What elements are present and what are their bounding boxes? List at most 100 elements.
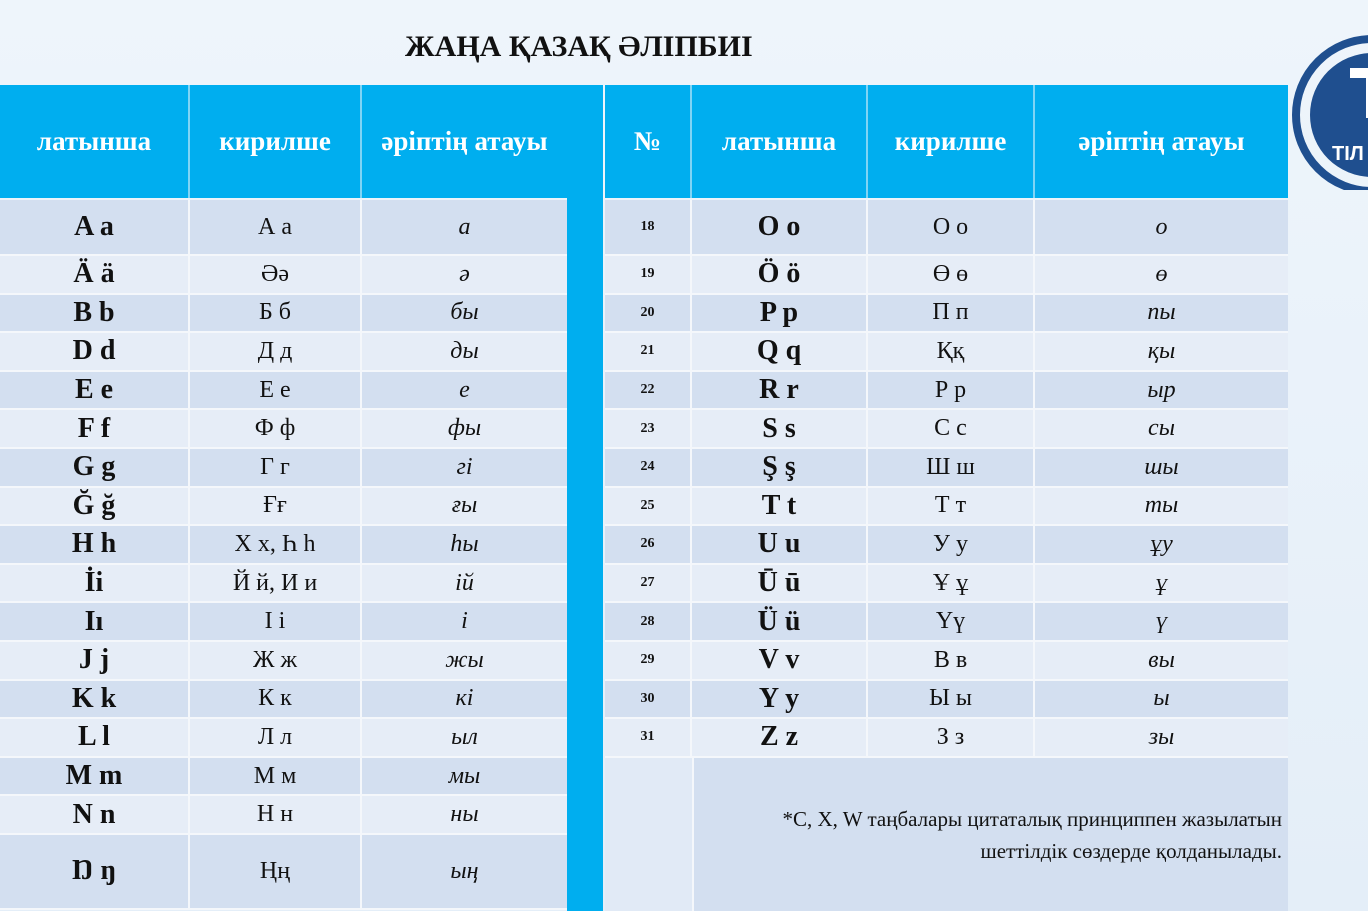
cell-name: ғы [451, 492, 478, 519]
cell-cyr: Г г [190, 448, 362, 486]
cell-lat: V v [692, 641, 868, 679]
table-row: Ğ ğ Ғғ ғы [0, 487, 567, 527]
cell-name: пы [1147, 299, 1176, 326]
cell-cyr: Әә [190, 256, 362, 293]
cell-cyr: Үү [868, 603, 1035, 640]
cell-cyr: І і [190, 603, 362, 640]
left-table-header: латынша кирилше әріптің атауы [0, 85, 567, 198]
cell-num: 26 [605, 526, 692, 563]
cell-cyr: М м [190, 757, 362, 795]
cell-lat: E e [0, 371, 190, 409]
cell-num: 23 [605, 410, 692, 447]
cell-num: 28 [605, 603, 692, 640]
cell-lat: B b [0, 294, 190, 332]
cell-lat: Ä ä [0, 256, 190, 293]
cell-name: мы [448, 762, 481, 789]
cell-cyr: В в [868, 641, 1035, 679]
cell-name: ү [1155, 608, 1168, 635]
cell-lat: Ö ö [692, 256, 868, 293]
footnote-text-cell: *C, X, W таңбалары цитаталық принциппен … [694, 758, 1288, 911]
cell-lat: Y y [692, 680, 868, 718]
cell-cyr: Р р [868, 371, 1035, 409]
cell-lat: T t [692, 487, 868, 525]
cell-num: 25 [605, 487, 692, 525]
cell-name: ій [455, 569, 474, 596]
cell-num: 20 [605, 294, 692, 332]
cell-lat: H h [0, 526, 190, 563]
table-row: İi Й й, И и ій [0, 564, 567, 604]
cell-lat: Ş ş [692, 448, 868, 486]
cell-lat: Ŋ ŋ [0, 834, 190, 908]
cell-cyr: Ы ы [868, 680, 1035, 718]
cell-cyr: З з [868, 719, 1035, 756]
cell-lat: N n [0, 796, 190, 833]
cell-name: ың [450, 857, 479, 884]
cell-name: ә [459, 260, 470, 287]
footnote-number-cell [605, 758, 694, 911]
cell-cyr: А а [190, 200, 362, 254]
cell-num: 19 [605, 256, 692, 293]
cell-name: ы [1153, 685, 1170, 712]
cell-num: 27 [605, 564, 692, 602]
cell-lat: Q q [692, 333, 868, 370]
cell-lat: Ū ū [692, 564, 868, 602]
cell-lat: S s [692, 410, 868, 447]
cell-name: і [461, 608, 468, 635]
table-row: Iı І і і [0, 603, 567, 642]
cell-name: ыл [451, 723, 478, 750]
svg-text:ТІЛ: ТІЛ [1332, 143, 1364, 165]
footnote-line-1: *C, X, W таңбалары цитаталық принциппен … [782, 806, 1283, 831]
cell-cyr: С с [868, 410, 1035, 447]
cell-lat: Iı [0, 603, 190, 640]
cell-name: сы [1148, 415, 1175, 442]
cell-lat: Ü ü [692, 603, 868, 640]
cell-lat: İi [0, 564, 190, 602]
cell-cyr: К к [190, 680, 362, 718]
cell-cyr: Ңң [190, 834, 362, 908]
cell-name: қы [1147, 337, 1176, 364]
cell-cyr: Х х, Һ һ [190, 526, 362, 563]
cell-lat: K k [0, 680, 190, 718]
cell-num: 30 [605, 680, 692, 718]
cell-name: ө [1155, 260, 1168, 287]
cell-name: ұ [1155, 569, 1168, 596]
cell-name: жы [445, 646, 484, 673]
cell-cyr: Е е [190, 371, 362, 409]
cell-cyr: Д д [190, 333, 362, 370]
cell-lat: G g [0, 448, 190, 486]
table-row: 21 Q q Ққ қы [605, 333, 1288, 372]
cell-name: ны [450, 801, 479, 828]
cell-name: ты [1144, 492, 1179, 519]
cell-name: а [458, 213, 471, 240]
cell-lat: J j [0, 641, 190, 679]
cell-num: 22 [605, 371, 692, 409]
cell-name: ыр [1147, 376, 1176, 403]
cell-cyr: Й й, И и [190, 564, 362, 602]
cell-lat: Z z [692, 719, 868, 756]
footnote-cell: *C, X, W таңбалары цитаталық принциппен … [605, 758, 1288, 911]
cell-num: 21 [605, 333, 692, 370]
table-divider [567, 85, 603, 911]
cell-num: 18 [605, 200, 692, 254]
header-cyrillic: кирилше [190, 85, 362, 198]
header-latin: латынша [0, 85, 190, 198]
cell-num: 31 [605, 719, 692, 756]
cell-cyr: Ғғ [190, 487, 362, 525]
